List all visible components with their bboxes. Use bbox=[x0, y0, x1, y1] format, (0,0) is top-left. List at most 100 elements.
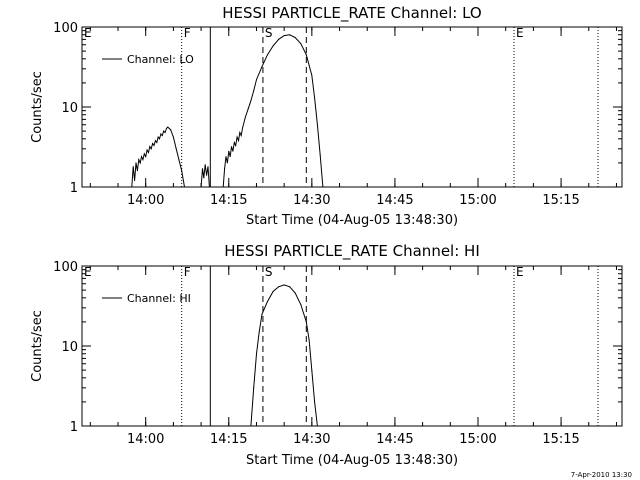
date-stamp: 7-Apr-2010 13:30 bbox=[570, 471, 632, 479]
data-point bbox=[235, 145, 237, 147]
data-point bbox=[201, 168, 203, 170]
x-axis-label: Start Time (04-Aug-05 13:48:30) bbox=[246, 213, 458, 228]
data-point bbox=[228, 150, 230, 152]
data-point bbox=[316, 124, 318, 126]
data-point bbox=[181, 170, 183, 172]
data-point bbox=[305, 321, 307, 323]
y-axis-label: Counts/sec bbox=[30, 71, 45, 143]
data-point bbox=[231, 146, 233, 148]
series-line-0 bbox=[131, 34, 324, 188]
data-point bbox=[242, 127, 244, 129]
data-point bbox=[261, 313, 263, 315]
plot-frame bbox=[81, 26, 623, 188]
data-point bbox=[164, 132, 166, 134]
data-point bbox=[250, 100, 252, 102]
data-point bbox=[136, 170, 138, 172]
data-point bbox=[200, 186, 202, 188]
event-marker-label: S bbox=[265, 265, 273, 279]
data-point bbox=[161, 135, 163, 137]
data-point bbox=[316, 425, 318, 427]
x-tick-label: 14:15 bbox=[210, 193, 247, 208]
data-point bbox=[294, 292, 296, 294]
data-point bbox=[143, 153, 145, 155]
event-marker-label: F bbox=[184, 265, 191, 279]
data-point bbox=[145, 156, 147, 158]
data-point bbox=[170, 129, 172, 131]
data-point bbox=[175, 148, 177, 150]
data-point bbox=[178, 159, 180, 161]
data-point bbox=[165, 127, 167, 129]
data-point bbox=[226, 162, 228, 164]
x-tick-label: 14:45 bbox=[376, 432, 413, 447]
data-point bbox=[289, 34, 291, 36]
data-point bbox=[300, 43, 302, 45]
data-point bbox=[305, 54, 307, 56]
data-point bbox=[224, 168, 226, 170]
data-point bbox=[152, 142, 154, 144]
series-line-0 bbox=[250, 284, 318, 427]
data-point bbox=[139, 162, 141, 164]
chart-title: HESSI PARTICLE_RATE Channel: LO bbox=[222, 4, 481, 23]
data-point bbox=[311, 369, 313, 371]
data-point bbox=[225, 156, 227, 158]
data-point bbox=[163, 130, 165, 132]
data-point bbox=[247, 108, 249, 110]
data-point bbox=[278, 38, 280, 40]
data-point bbox=[204, 164, 206, 166]
data-point bbox=[314, 401, 316, 403]
data-point bbox=[134, 180, 136, 182]
y-tick-label: 10 bbox=[61, 101, 78, 116]
x-tick-label: 15:00 bbox=[459, 432, 496, 447]
data-point bbox=[146, 149, 148, 151]
x-tick-label: 14:00 bbox=[127, 193, 164, 208]
x-tick-label: 14:15 bbox=[210, 432, 247, 447]
data-point bbox=[267, 300, 269, 302]
chart-title: HESSI PARTICLE_RATE Channel: HI bbox=[224, 242, 480, 261]
data-point bbox=[253, 90, 255, 92]
event-marker-label: F bbox=[184, 26, 191, 40]
data-point bbox=[237, 140, 239, 142]
event-marker-label: E bbox=[516, 26, 524, 40]
plot-frame bbox=[81, 265, 623, 427]
data-point bbox=[272, 45, 274, 47]
data-point bbox=[167, 126, 169, 128]
data-point bbox=[308, 339, 310, 341]
data-point bbox=[222, 186, 224, 188]
x-tick-label: 14:30 bbox=[293, 193, 330, 208]
data-point bbox=[157, 136, 159, 138]
data-point bbox=[322, 186, 324, 188]
data-point bbox=[183, 186, 185, 188]
data-point bbox=[141, 156, 143, 158]
data-point bbox=[311, 74, 313, 76]
x-tick-label: 14:00 bbox=[127, 432, 164, 447]
x-tick-label: 15:00 bbox=[459, 193, 496, 208]
y-tick-label: 10 bbox=[61, 340, 78, 355]
data-point bbox=[147, 151, 149, 153]
data-point bbox=[160, 133, 162, 135]
data-point bbox=[156, 141, 158, 143]
event-marker-label: S bbox=[265, 26, 273, 40]
data-point bbox=[138, 159, 140, 161]
data-point bbox=[267, 54, 269, 56]
data-point bbox=[150, 148, 152, 150]
data-point bbox=[236, 136, 238, 138]
data-point bbox=[319, 154, 321, 156]
y-tick-label: 100 bbox=[53, 260, 78, 275]
legend-label: Channel: LO bbox=[127, 53, 194, 66]
data-point bbox=[131, 186, 133, 188]
data-point bbox=[142, 159, 144, 161]
data-point bbox=[153, 145, 155, 147]
data-point bbox=[258, 331, 260, 333]
chart-panel-0: HESSI PARTICLE_RATE Channel: LO 1 10 100 Cou… bbox=[30, 4, 623, 228]
event-marker-label: E bbox=[84, 26, 92, 40]
x-tick-label: 14:30 bbox=[293, 432, 330, 447]
data-point bbox=[250, 425, 252, 427]
data-point bbox=[283, 35, 285, 37]
data-point bbox=[294, 36, 296, 38]
data-point bbox=[233, 141, 235, 143]
data-point bbox=[278, 286, 280, 288]
data-point bbox=[206, 174, 208, 176]
data-point bbox=[239, 132, 241, 134]
data-point bbox=[135, 162, 137, 164]
chart-panel-1: HESSI PARTICLE_RATE Channel: HI 1 10 100 Cou… bbox=[30, 242, 623, 468]
